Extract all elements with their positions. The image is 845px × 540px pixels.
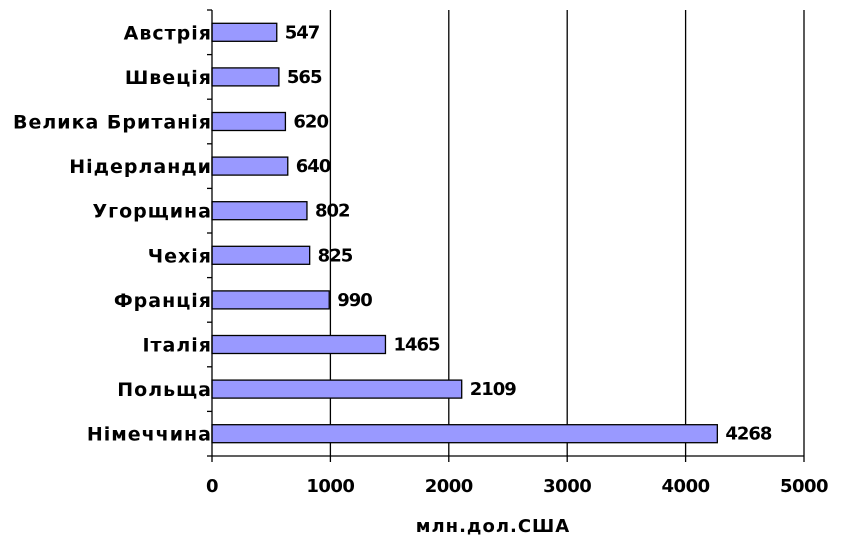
bar [211, 111, 287, 132]
value-label: 547 [285, 22, 320, 43]
value-label: 565 [287, 67, 322, 88]
category-labels: Німеччина Польща Італія Франція Чехія Угорщин… [13, 22, 213, 446]
value-label: 1465 [393, 335, 440, 356]
value-label: 990 [337, 290, 372, 311]
value-label: 640 [296, 156, 331, 177]
value-label: 802 [315, 201, 350, 222]
axes [207, 9, 805, 462]
x-tick-labels: 0 1000 2000 3000 4000 5000 [206, 476, 829, 497]
value-label: 4268 [725, 424, 772, 445]
category-label: Чехія [148, 245, 212, 267]
category-label: Італія [142, 335, 212, 357]
category-label: Нідерланди [69, 156, 212, 178]
category-label: Польща [117, 379, 212, 401]
value-label: 620 [293, 112, 328, 133]
bar [211, 67, 280, 87]
bar [211, 22, 278, 42]
value-label: 2109 [470, 379, 517, 400]
x-tick-label: 3000 [543, 476, 591, 497]
x-axis-title: млн.дол.США [416, 516, 570, 537]
x-tick-label: 2000 [425, 476, 473, 497]
bar [211, 245, 311, 265]
category-label: Угорщина [93, 201, 213, 223]
category-label: Швеція [125, 67, 212, 89]
value-labels: 4268 2109 1465 990 825 802 640 620 565 547 [285, 22, 773, 445]
x-tick-label: 5000 [780, 476, 828, 497]
bars [211, 22, 718, 444]
bar [211, 201, 308, 221]
bar [211, 424, 718, 444]
category-label: Австрія [124, 22, 212, 44]
bar [211, 156, 289, 176]
bar [211, 290, 330, 310]
value-label: 825 [318, 245, 353, 266]
bar [211, 334, 387, 355]
category-label: Велика Британія [13, 112, 212, 134]
x-tick-label: 0 [206, 476, 218, 497]
x-tick-label: 4000 [662, 476, 710, 497]
x-tick-label: 1000 [306, 476, 354, 497]
category-label: Франція [114, 290, 212, 312]
category-label: Німеччина [87, 424, 212, 446]
bar [211, 379, 463, 399]
